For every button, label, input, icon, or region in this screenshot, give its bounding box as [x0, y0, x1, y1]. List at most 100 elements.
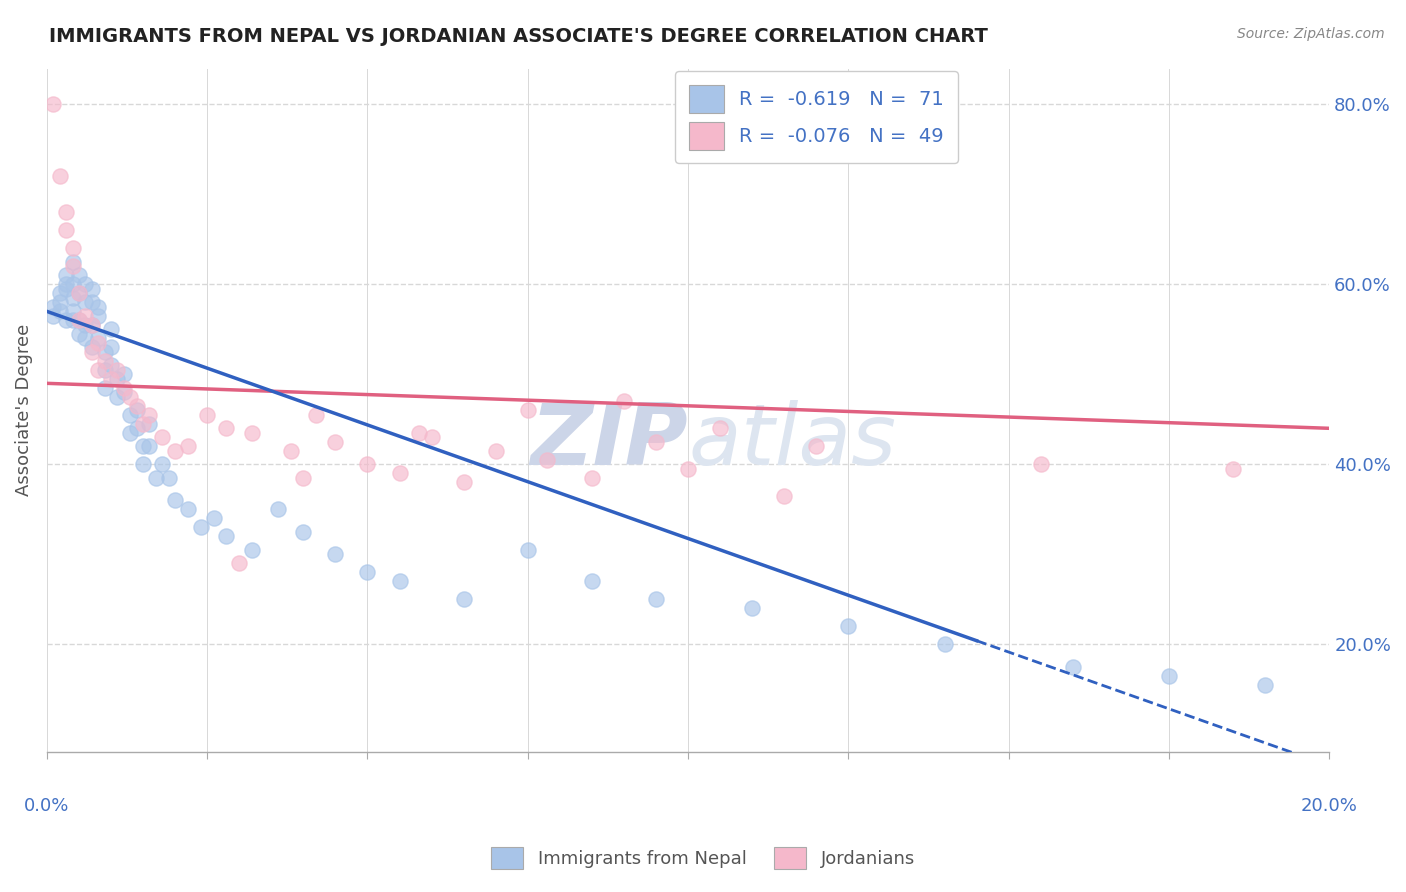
Point	[292, 471, 315, 485]
Point	[228, 556, 250, 570]
Point	[581, 574, 603, 589]
Point	[613, 394, 636, 409]
Point	[67, 326, 90, 341]
Point	[42, 300, 65, 314]
Point	[93, 381, 115, 395]
Point	[132, 457, 155, 471]
Point	[806, 439, 828, 453]
Text: 20.0%: 20.0%	[1301, 797, 1358, 814]
Point	[150, 457, 173, 471]
Point	[388, 467, 411, 481]
Point	[215, 529, 238, 543]
Point	[165, 493, 187, 508]
Point	[48, 304, 70, 318]
Point	[62, 241, 84, 255]
Point	[48, 286, 70, 301]
Point	[67, 286, 90, 301]
Point	[356, 566, 378, 580]
Point	[67, 268, 90, 283]
Point	[87, 309, 110, 323]
Point	[325, 547, 347, 561]
Point	[62, 277, 84, 292]
Point	[100, 340, 122, 354]
Point	[120, 408, 142, 422]
Point	[42, 97, 65, 112]
Point	[62, 291, 84, 305]
Point	[1157, 668, 1180, 682]
Point	[107, 390, 129, 404]
Legend: R =  -0.619   N =  71, R =  -0.076   N =  49: R = -0.619 N = 71, R = -0.076 N = 49	[675, 71, 957, 163]
Point	[80, 318, 103, 332]
Point	[120, 425, 142, 440]
Point	[107, 363, 129, 377]
Point	[240, 425, 263, 440]
Point	[1222, 462, 1244, 476]
Point	[93, 354, 115, 368]
Legend: Immigrants from Nepal, Jordanians: Immigrants from Nepal, Jordanians	[482, 838, 924, 879]
Point	[292, 524, 315, 539]
Point	[55, 205, 77, 219]
Point	[420, 430, 443, 444]
Point	[125, 399, 148, 413]
Point	[741, 601, 763, 615]
Point	[75, 318, 97, 332]
Point	[280, 443, 302, 458]
Point	[55, 313, 77, 327]
Point	[190, 520, 212, 534]
Point	[267, 502, 290, 516]
Point	[138, 439, 160, 453]
Point	[202, 511, 225, 525]
Point	[67, 313, 90, 327]
Point	[138, 408, 160, 422]
Point	[87, 300, 110, 314]
Point	[305, 408, 328, 422]
Point	[48, 295, 70, 310]
Point	[485, 443, 508, 458]
Point	[100, 322, 122, 336]
Point	[388, 574, 411, 589]
Point	[80, 340, 103, 354]
Point	[240, 542, 263, 557]
Point	[112, 385, 135, 400]
Point	[93, 344, 115, 359]
Point	[55, 223, 77, 237]
Point	[138, 417, 160, 431]
Point	[80, 344, 103, 359]
Text: 0.0%: 0.0%	[24, 797, 69, 814]
Point	[195, 408, 218, 422]
Point	[62, 260, 84, 274]
Point	[48, 169, 70, 184]
Point	[42, 309, 65, 323]
Point	[934, 637, 956, 651]
Point	[645, 592, 668, 607]
Point	[87, 335, 110, 350]
Point	[62, 255, 84, 269]
Point	[1029, 457, 1052, 471]
Point	[55, 282, 77, 296]
Point	[837, 619, 859, 633]
Point	[55, 277, 77, 292]
Point	[112, 368, 135, 382]
Point	[62, 313, 84, 327]
Point	[62, 304, 84, 318]
Point	[177, 439, 200, 453]
Text: IMMIGRANTS FROM NEPAL VS JORDANIAN ASSOCIATE'S DEGREE CORRELATION CHART: IMMIGRANTS FROM NEPAL VS JORDANIAN ASSOC…	[49, 27, 988, 45]
Point	[67, 286, 90, 301]
Point	[165, 443, 187, 458]
Point	[112, 381, 135, 395]
Point	[75, 331, 97, 345]
Text: ZIP: ZIP	[530, 400, 688, 483]
Point	[1062, 659, 1084, 673]
Point	[67, 313, 90, 327]
Point	[132, 439, 155, 453]
Point	[516, 542, 538, 557]
Point	[157, 471, 180, 485]
Point	[356, 457, 378, 471]
Point	[107, 372, 129, 386]
Point	[773, 489, 796, 503]
Y-axis label: Associate's Degree: Associate's Degree	[15, 324, 32, 497]
Point	[120, 390, 142, 404]
Point	[709, 421, 731, 435]
Text: Source: ZipAtlas.com: Source: ZipAtlas.com	[1237, 27, 1385, 41]
Point	[125, 403, 148, 417]
